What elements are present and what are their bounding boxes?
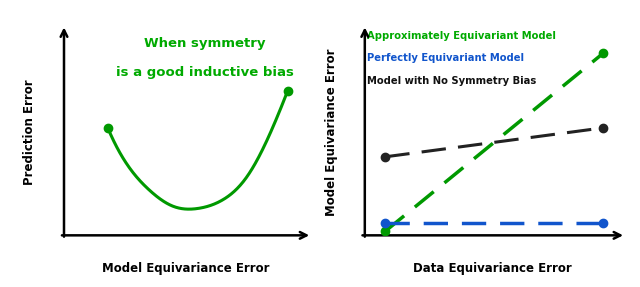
- Text: is a good inductive bias: is a good inductive bias: [116, 66, 294, 79]
- Text: Approximately Equivariant Model: Approximately Equivariant Model: [367, 31, 556, 41]
- Text: Perfectly Equivariant Model: Perfectly Equivariant Model: [367, 53, 524, 63]
- Text: Data Equivariance Error: Data Equivariance Error: [413, 262, 572, 275]
- Text: Model Equivariance Error: Model Equivariance Error: [102, 262, 269, 275]
- Text: When symmetry: When symmetry: [144, 37, 266, 50]
- Text: Model Equivariance Error: Model Equivariance Error: [325, 48, 338, 216]
- Text: Model with No Symmetry Bias: Model with No Symmetry Bias: [367, 76, 536, 86]
- Text: Prediction Error: Prediction Error: [24, 79, 36, 185]
